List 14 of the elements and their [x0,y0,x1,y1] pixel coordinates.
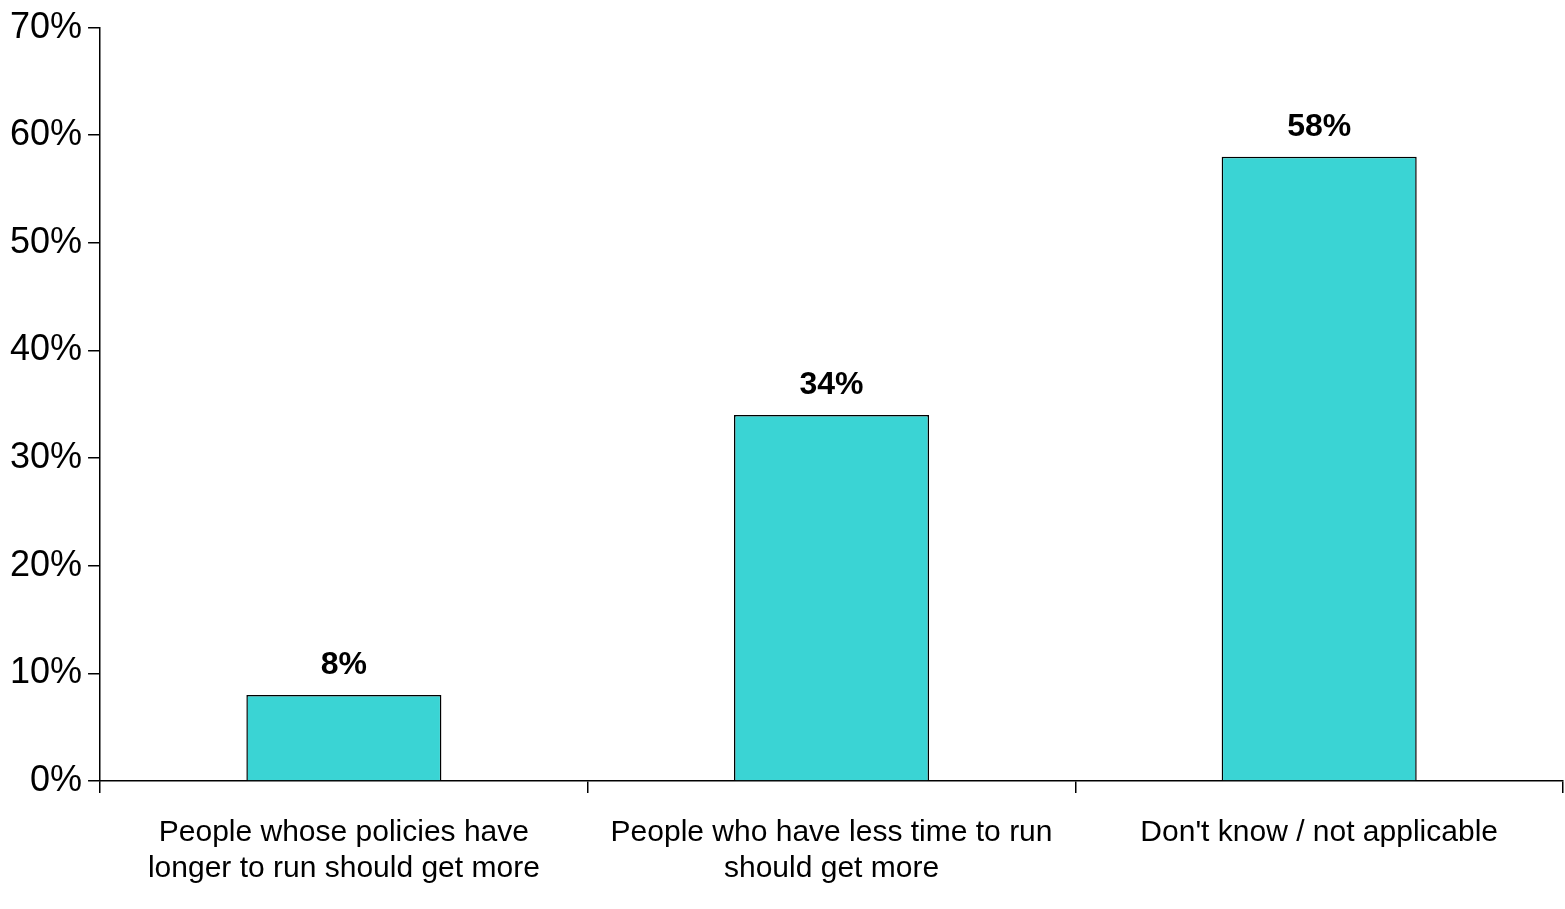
data-label: 8% [320,644,367,681]
x-tick-label: People who have less time to run should get more [610,814,1053,884]
data-label: 58% [1287,106,1352,143]
y-tick-label: 60% [9,112,83,154]
y-tick-label: 0% [30,757,83,799]
y-tick-label: 10% [9,650,83,692]
y-tick-label: 30% [9,435,83,477]
data-label: 34% [799,364,864,401]
y-tick-label: 50% [9,219,83,261]
x-tick-label: Don't know / not applicable [1140,814,1498,848]
y-tick-label: 70% [9,4,83,46]
y-tick-label: 20% [9,542,83,584]
x-tick-label: People whose policies have longer to run should get more [147,814,540,884]
y-tick-label: 40% [9,327,83,369]
